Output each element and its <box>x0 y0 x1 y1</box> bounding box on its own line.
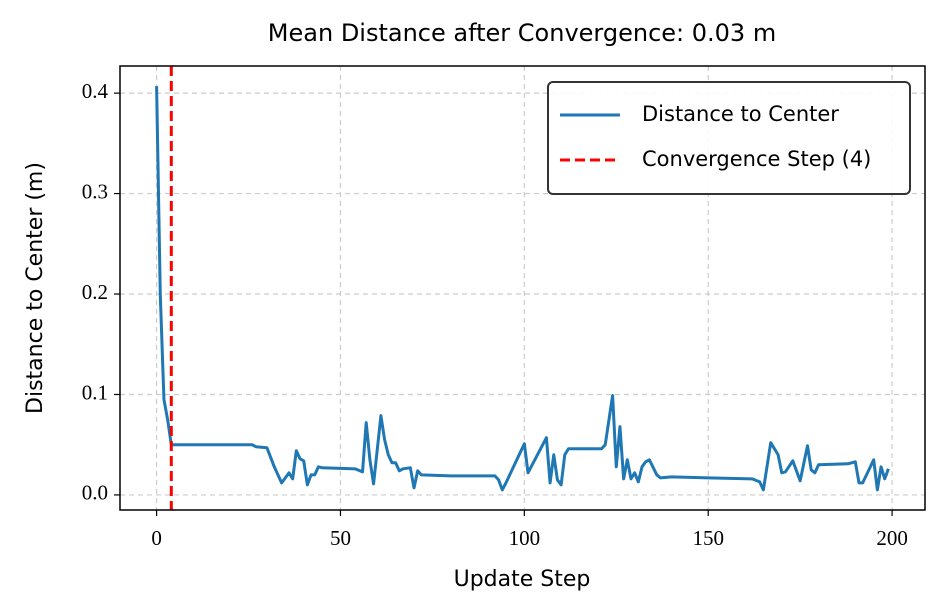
x-tick-label: 150 <box>692 526 724 550</box>
data-line <box>155 86 890 492</box>
y-tick-label: 0.4 <box>82 79 109 103</box>
plot-frame <box>119 65 926 511</box>
x-tick-label: 50 <box>330 526 351 550</box>
y-tick-label: 0.3 <box>82 179 108 203</box>
y-tick-label: 0.1 <box>82 380 108 404</box>
y-tick-label: 0.2 <box>82 280 108 304</box>
x-tick-label: 100 <box>509 526 541 550</box>
x-tick-label: 200 <box>876 526 908 550</box>
y-axis-label: Distance to Center (m) <box>23 162 48 414</box>
chart-title: Mean Distance after Convergence: 0.03 m <box>268 19 776 47</box>
x-axis-label: Update Step <box>454 567 591 592</box>
y-tick-label: 0.0 <box>82 481 108 505</box>
legend-label: Convergence Step (4) <box>642 147 871 171</box>
x-tick-label: 0 <box>151 526 162 550</box>
legend-label: Distance to Center <box>642 102 839 126</box>
legend-box <box>547 81 911 195</box>
